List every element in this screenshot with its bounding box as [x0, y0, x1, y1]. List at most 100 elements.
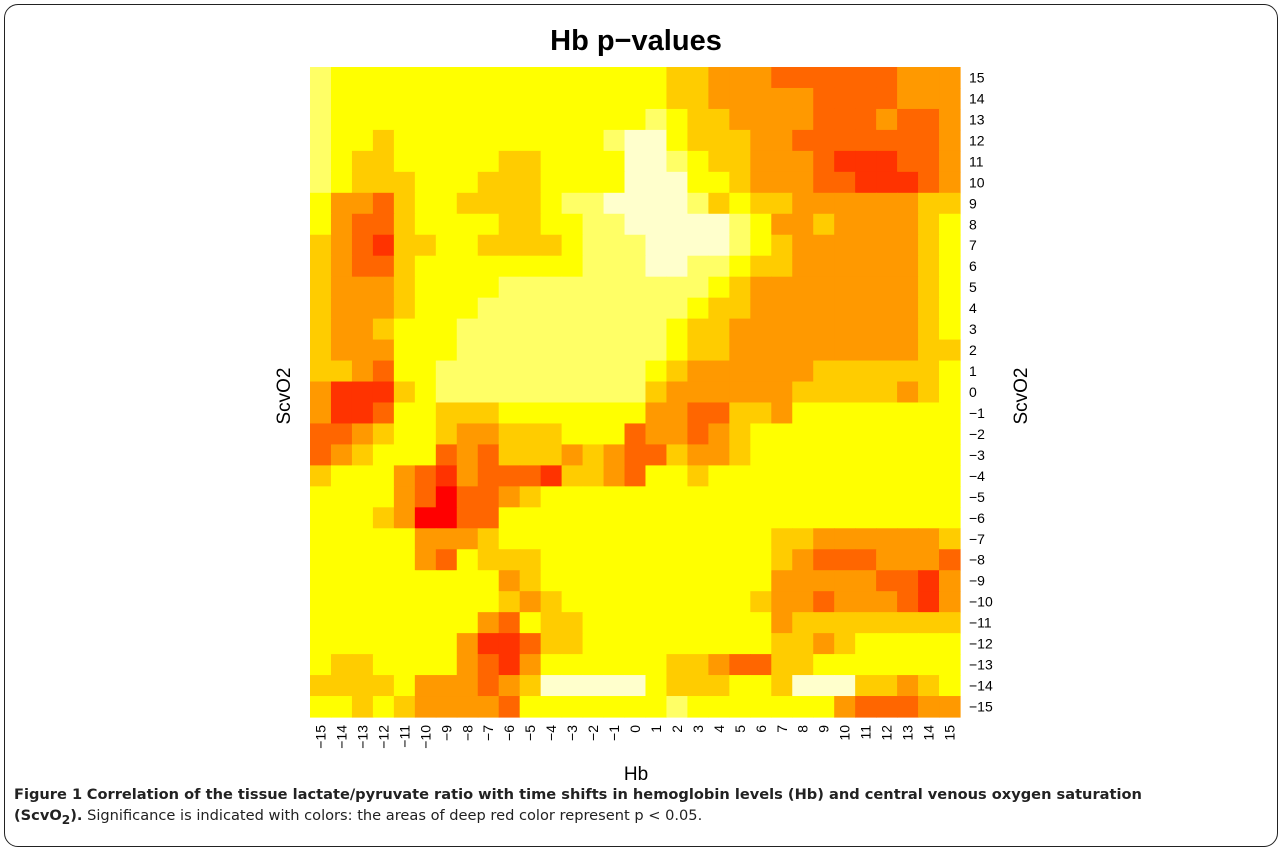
heatmap-cell	[897, 486, 919, 508]
heatmap-cell	[771, 675, 793, 697]
heatmap-cell	[624, 633, 647, 655]
heatmap-cell	[750, 696, 772, 718]
heatmap-cell	[414, 129, 437, 152]
heatmap-cell	[372, 297, 395, 320]
y-tick-label: 4	[969, 300, 977, 316]
heatmap-cell	[330, 486, 353, 508]
x-tick-label: −7	[480, 725, 496, 741]
heatmap-cell	[729, 67, 751, 89]
heatmap-cell	[876, 507, 898, 529]
heatmap-cell	[918, 612, 940, 634]
heatmap-cell	[310, 67, 332, 89]
heatmap-cell	[708, 108, 730, 131]
heatmap-cell	[687, 67, 709, 89]
heatmap-cell	[855, 213, 877, 236]
heatmap-cell	[792, 444, 814, 466]
heatmap-cell	[708, 423, 730, 446]
heatmap-cell	[393, 486, 416, 508]
heatmap-cell	[876, 591, 898, 613]
heatmap-cell	[477, 612, 500, 634]
x-tick-label: 10	[837, 725, 853, 741]
heatmap-cell	[708, 591, 730, 613]
heatmap-cell	[310, 423, 332, 446]
heatmap-cell	[477, 423, 500, 446]
heatmap-cell	[729, 150, 751, 173]
heatmap-cell	[813, 360, 835, 383]
heatmap-cell	[624, 444, 647, 466]
heatmap-cell	[435, 549, 458, 571]
heatmap-cell	[393, 696, 416, 718]
chart-title: Hb p−values	[550, 25, 722, 57]
y-axis-label-left: ScvO2	[274, 367, 295, 424]
heatmap-cell	[897, 213, 919, 236]
heatmap-cell	[666, 612, 689, 634]
heatmap-cell	[372, 549, 395, 571]
heatmap-cell	[813, 591, 835, 613]
heatmap-cell	[855, 675, 877, 697]
heatmap-cell	[393, 570, 416, 592]
heatmap-cell	[687, 549, 709, 571]
heatmap-cell	[750, 213, 772, 236]
heatmap-cell	[939, 192, 961, 215]
heatmap-cell	[561, 696, 584, 718]
heatmap-cell	[540, 255, 563, 278]
heatmap-cell	[414, 171, 437, 194]
y-tick-label: 6	[969, 258, 977, 274]
heatmap-cell	[310, 150, 332, 173]
heatmap-cell	[435, 171, 458, 194]
heatmap-cell	[561, 654, 584, 676]
heatmap-cell	[561, 549, 584, 571]
heatmap-cell	[498, 255, 521, 278]
heatmap-cell	[519, 339, 542, 362]
heatmap-cell	[393, 67, 416, 89]
heatmap-cell	[834, 528, 856, 550]
heatmap-cell	[330, 276, 353, 299]
heatmap-cell	[624, 276, 647, 299]
heatmap-cell	[729, 108, 751, 131]
heatmap-cell	[582, 444, 605, 466]
heatmap-cell	[582, 171, 605, 194]
heatmap-cell	[603, 486, 626, 508]
heatmap-cell	[897, 67, 919, 89]
heatmap-cell	[834, 213, 856, 236]
y-tick-label: −14	[969, 678, 993, 694]
heatmap-cell	[561, 612, 584, 634]
heatmap-cell	[540, 654, 563, 676]
heatmap-cell	[393, 276, 416, 299]
heatmap-cell	[876, 675, 898, 697]
heatmap-cell	[351, 570, 374, 592]
x-tick-label: −11	[396, 725, 412, 748]
y-tick-label: −12	[969, 636, 993, 652]
heatmap-cell	[708, 612, 730, 634]
heatmap-cell	[498, 465, 521, 487]
heatmap-cell	[561, 444, 584, 466]
heatmap-cell	[750, 591, 772, 613]
heatmap-cell	[372, 150, 395, 173]
caption-text: Significance is indicated with colors: t…	[82, 807, 703, 824]
heatmap-cell	[813, 234, 835, 257]
heatmap-cell	[393, 129, 416, 152]
heatmap-cell	[498, 234, 521, 257]
heatmap-cell	[456, 318, 479, 341]
heatmap-cell	[393, 108, 416, 131]
x-tick-label: 8	[795, 725, 811, 733]
heatmap-cell	[519, 318, 542, 341]
heatmap-cell	[645, 696, 668, 718]
heatmap-cell	[456, 255, 479, 278]
heatmap-cell	[687, 591, 709, 613]
heatmap-cell	[834, 67, 856, 89]
heatmap-cell	[897, 507, 919, 529]
heatmap-cell	[750, 87, 772, 110]
heatmap-cell	[729, 591, 751, 613]
heatmap-cell	[729, 486, 751, 508]
heatmap-cell	[813, 654, 835, 676]
y-tick-label: −3	[969, 447, 985, 463]
heatmap-cell	[414, 234, 437, 257]
heatmap-cell	[897, 570, 919, 592]
heatmap-cell	[603, 612, 626, 634]
heatmap-cell	[330, 402, 353, 425]
heatmap-cell	[813, 402, 835, 425]
heatmap-cell	[918, 570, 940, 592]
heatmap-cell	[351, 171, 374, 194]
heatmap-cell	[330, 171, 353, 194]
